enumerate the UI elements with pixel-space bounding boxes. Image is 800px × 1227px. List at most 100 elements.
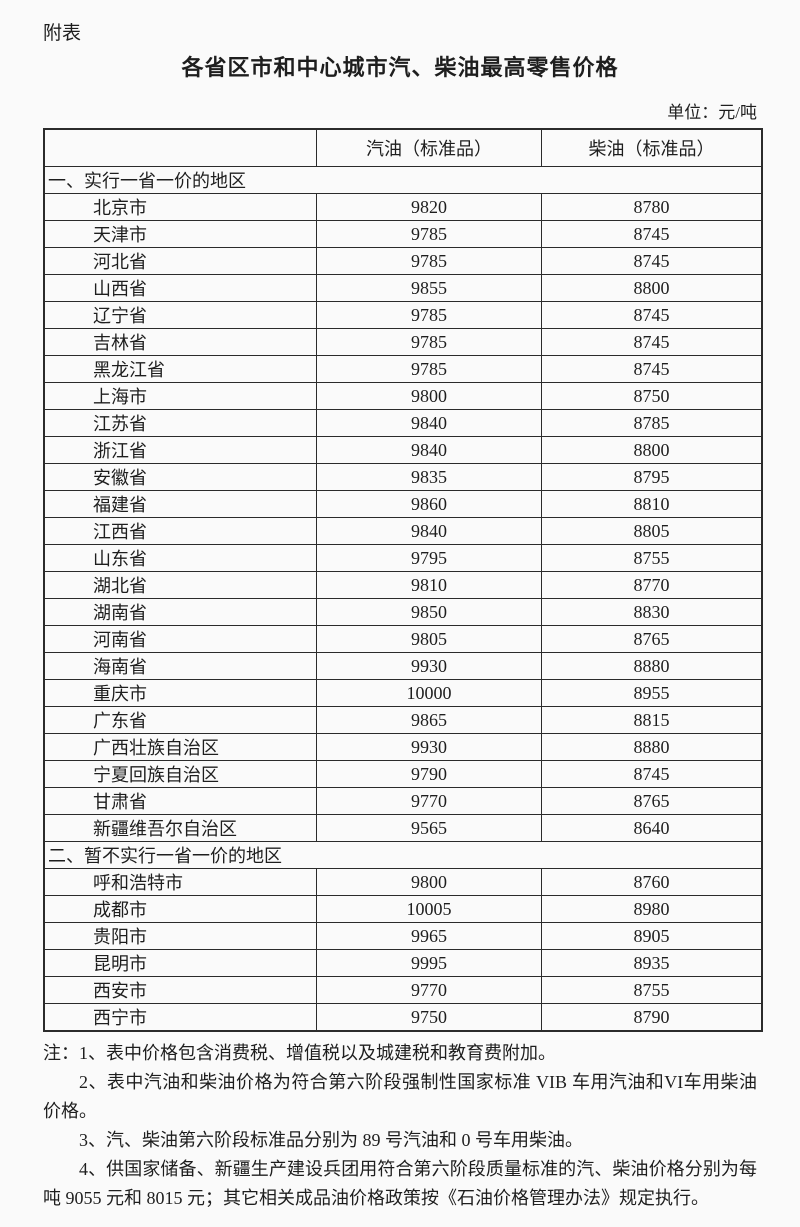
table-row: 昆明市 9995 8935 (43, 949, 763, 977)
gasoline-price: 9800 (316, 382, 542, 410)
gasoline-price: 9865 (316, 706, 542, 734)
unit-label: 单位：元/吨 (667, 103, 757, 122)
table-row: 成都市 10005 8980 (43, 895, 763, 923)
diesel-price: 8765 (541, 787, 763, 815)
table-row: 甘肃省 9770 8765 (43, 787, 763, 815)
region-name: 甘肃省 (43, 787, 317, 815)
region-name: 山东省 (43, 544, 317, 572)
gasoline-price: 9800 (316, 868, 542, 896)
diesel-price: 8955 (541, 679, 763, 707)
section-header-label: 二、暂不实行一省一价的地区 (43, 841, 763, 869)
gasoline-price: 9995 (316, 949, 542, 977)
column-header-region (43, 128, 317, 167)
table-row: 西宁市 9750 8790 (43, 1003, 763, 1032)
table-row: 上海市 9800 8750 (43, 382, 763, 410)
gasoline-price: 9785 (316, 301, 542, 329)
table-row: 重庆市 10000 8955 (43, 679, 763, 707)
region-name: 上海市 (43, 382, 317, 410)
gasoline-price: 9860 (316, 490, 542, 518)
region-name: 西安市 (43, 976, 317, 1004)
table-row: 浙江省 9840 8800 (43, 436, 763, 464)
region-name: 西宁市 (43, 1003, 317, 1032)
table-row: 辽宁省 9785 8745 (43, 301, 763, 329)
table-row: 贵阳市 9965 8905 (43, 922, 763, 950)
diesel-price: 8880 (541, 652, 763, 680)
region-name: 昆明市 (43, 949, 317, 977)
region-name: 山西省 (43, 274, 317, 302)
gasoline-price: 9930 (316, 652, 542, 680)
table-row: 宁夏回族自治区 9790 8745 (43, 760, 763, 788)
gasoline-price: 9965 (316, 922, 542, 950)
gasoline-price: 9770 (316, 976, 542, 1004)
note-line: 注：1、表中价格包含消费税、增值税以及城建税和教育费附加。 (43, 1043, 556, 1063)
gasoline-price: 9840 (316, 517, 542, 545)
page-title: 各省区市和中心城市汽、柴油最高零售价格 (181, 55, 619, 80)
gasoline-price: 9805 (316, 625, 542, 653)
gasoline-price: 9785 (316, 355, 542, 383)
gasoline-price: 9820 (316, 193, 542, 221)
gasoline-price: 9785 (316, 220, 542, 248)
table-row: 安徽省 9835 8795 (43, 463, 763, 491)
diesel-price: 8805 (541, 517, 763, 545)
region-name: 吉林省 (43, 328, 317, 356)
gasoline-price: 9840 (316, 436, 542, 464)
gasoline-price: 9790 (316, 760, 542, 788)
diesel-price: 8905 (541, 922, 763, 950)
region-name: 宁夏回族自治区 (43, 760, 317, 788)
price-table-header: 汽油（标准品） 柴油（标准品） (43, 128, 763, 167)
gasoline-price: 9850 (316, 598, 542, 626)
region-name: 海南省 (43, 652, 317, 680)
region-name: 江西省 (43, 517, 317, 545)
diesel-price: 8755 (541, 976, 763, 1004)
note-line: 4、供国家储备、新疆生产建设兵团用符合第六阶段质量标准的汽、柴油价格分别为每吨 … (43, 1159, 757, 1208)
table-row: 海南省 9930 8880 (43, 652, 763, 680)
table-row: 广东省 9865 8815 (43, 706, 763, 734)
note-line: 3、汽、柴油第六阶段标准品分别为 89 号汽油和 0 号车用柴油。 (79, 1130, 583, 1150)
table-row: 西安市 9770 8755 (43, 976, 763, 1004)
region-name: 广西壮族自治区 (43, 733, 317, 761)
diesel-price: 8765 (541, 625, 763, 653)
diesel-price: 8815 (541, 706, 763, 734)
diesel-price: 8745 (541, 247, 763, 275)
table-row: 湖南省 9850 8830 (43, 598, 763, 626)
gasoline-price: 9785 (316, 328, 542, 356)
region-name: 辽宁省 (43, 301, 317, 329)
table-row: 北京市 9820 8780 (43, 193, 763, 221)
price-table-body: 一、实行一省一价的地区 北京市 9820 8780 天津市 9785 8745 河北省 9785… (43, 166, 763, 1032)
gasoline-price: 9810 (316, 571, 542, 599)
column-header-diesel: 柴油（标准品） (541, 128, 763, 167)
section-header-label: 一、实行一省一价的地区 (43, 166, 763, 194)
region-name: 湖南省 (43, 598, 317, 626)
table-row: 黑龙江省 9785 8745 (43, 355, 763, 383)
gasoline-price: 10005 (316, 895, 542, 923)
region-name: 福建省 (43, 490, 317, 518)
table-row: 河南省 9805 8765 (43, 625, 763, 653)
section-header-row: 一、实行一省一价的地区 (43, 166, 763, 194)
table-row: 新疆维吾尔自治区 9565 8640 (43, 814, 763, 842)
diesel-price: 8785 (541, 409, 763, 437)
diesel-price: 8880 (541, 733, 763, 761)
column-header-gasoline: 汽油（标准品） (316, 128, 542, 167)
diesel-price: 8755 (541, 544, 763, 572)
note-line: 2、表中汽油和柴油价格为符合第六阶段强制性国家标准 VIB 车用汽油和VI车用柴… (43, 1072, 757, 1121)
region-name: 河北省 (43, 247, 317, 275)
table-row: 湖北省 9810 8770 (43, 571, 763, 599)
gasoline-price: 10000 (316, 679, 542, 707)
table-row: 广西壮族自治区 9930 8880 (43, 733, 763, 761)
header-row: 汽油（标准品） 柴油（标准品） (43, 128, 763, 167)
region-name: 呼和浩特市 (43, 868, 317, 896)
region-name: 贵阳市 (43, 922, 317, 950)
diesel-price: 8770 (541, 571, 763, 599)
table-row: 山西省 9855 8800 (43, 274, 763, 302)
price-table: 汽油（标准品） 柴油（标准品） 一、实行一省一价的地区 北京市 9820 8780 天津… (43, 128, 763, 1032)
gasoline-price: 9770 (316, 787, 542, 815)
region-name: 重庆市 (43, 679, 317, 707)
diesel-price: 8980 (541, 895, 763, 923)
table-row: 江西省 9840 8805 (43, 517, 763, 545)
table-row: 吉林省 9785 8745 (43, 328, 763, 356)
diesel-price: 8830 (541, 598, 763, 626)
gasoline-price: 9565 (316, 814, 542, 842)
table-row: 山东省 9795 8755 (43, 544, 763, 572)
region-name: 河南省 (43, 625, 317, 653)
